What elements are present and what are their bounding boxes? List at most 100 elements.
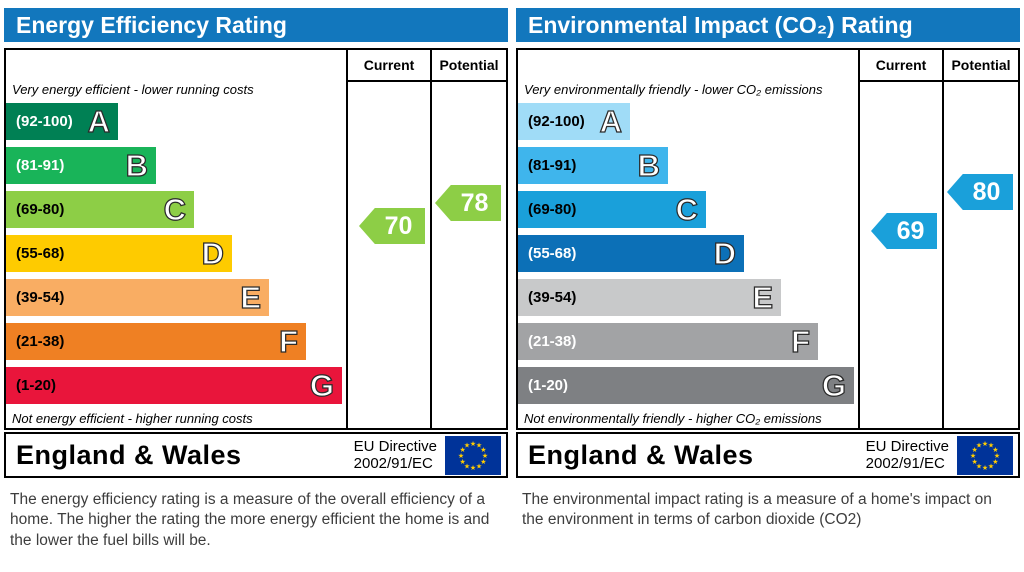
- band-letter: B: [637, 147, 661, 183]
- eu-flag-icon: ★★★ ★★★ ★★★ ★ ★★: [445, 435, 501, 475]
- svg-text:★: ★: [459, 458, 465, 466]
- band-row-c: (69-80) C: [518, 190, 706, 228]
- svg-text:★: ★: [459, 446, 465, 454]
- band-row-d: (55-68) D: [6, 234, 232, 272]
- band-letter: E: [240, 279, 262, 315]
- band-letter: F: [278, 323, 298, 359]
- top-scale-note: Very energy efficient - lower running co…: [12, 82, 254, 97]
- environmental-rating-table: Very environmentally friendly - lower CO…: [516, 48, 1020, 430]
- svg-text:★: ★: [470, 464, 476, 472]
- band-row-e: (39-54) E: [518, 278, 781, 316]
- svg-text:★: ★: [971, 446, 977, 454]
- potential-body: 80: [944, 82, 1018, 428]
- eu-directive-label: EU Directive 2002/91/EC: [866, 438, 957, 472]
- band-range: (55-68): [528, 244, 577, 262]
- potential-header: Potential: [432, 50, 506, 82]
- svg-text:★: ★: [976, 462, 982, 470]
- energy-efficiency-panel: Energy Efficiency Rating Very energy eff…: [4, 4, 508, 551]
- band-range: (39-54): [16, 288, 65, 306]
- environmental-panel-title: Environmental Impact (CO₂) Rating: [516, 8, 1020, 42]
- energy-description: The energy efficiency rating is a measur…: [10, 491, 490, 549]
- band-letter: E: [752, 279, 774, 315]
- eu-directive-line1: EU Directive: [353, 438, 437, 455]
- band-row-e: (39-54) E: [6, 278, 269, 316]
- band-row-b: (81-91) B: [6, 146, 156, 184]
- band-range: (55-68): [16, 244, 65, 262]
- band-row-g: (1-20) G: [6, 366, 342, 404]
- svg-text:★: ★: [482, 452, 488, 460]
- potential-rating-arrow: 80: [947, 174, 1013, 210]
- band-letter: G: [309, 367, 334, 403]
- region-label: England & Wales: [528, 439, 754, 470]
- svg-text:★: ★: [480, 458, 486, 466]
- energy-panel-title: Energy Efficiency Rating: [4, 8, 508, 42]
- svg-text:★: ★: [988, 441, 994, 449]
- band-range: (69-80): [16, 200, 65, 218]
- potential-column: Potential 80: [942, 50, 1018, 428]
- svg-text:★: ★: [480, 446, 486, 454]
- potential-column: Potential 78: [430, 50, 506, 428]
- svg-text:★: ★: [476, 441, 482, 449]
- band-range: (92-100): [528, 112, 585, 130]
- bottom-scale-note: Not environmentally friendly - higher CO…: [524, 410, 822, 426]
- band-letter: C: [163, 191, 187, 227]
- band-range: (92-100): [16, 112, 73, 130]
- svg-text:★: ★: [982, 440, 988, 448]
- band-letter: F: [790, 323, 810, 359]
- band-range: (81-91): [528, 156, 577, 174]
- svg-text:★: ★: [994, 452, 1000, 460]
- band-row-b: (81-91) B: [518, 146, 668, 184]
- band-letter: G: [821, 367, 846, 403]
- band-range: (1-20): [16, 376, 57, 394]
- band-row-g: (1-20) G: [518, 366, 854, 404]
- band-range: (1-20): [528, 376, 569, 394]
- band-range: (39-54): [528, 288, 577, 306]
- band-row-a: (92-100) A: [518, 102, 630, 140]
- svg-text:★: ★: [476, 462, 482, 470]
- svg-text:★: ★: [971, 458, 977, 466]
- band-letter: B: [125, 147, 149, 183]
- band-letter: D: [201, 235, 225, 271]
- svg-text:★: ★: [470, 440, 476, 448]
- band-row-f: (21-38) F: [6, 322, 306, 360]
- top-scale-note: Very environmentally friendly - lower CO…: [524, 82, 823, 97]
- band-row-f: (21-38) F: [518, 322, 818, 360]
- current-header: Current: [348, 50, 430, 82]
- bottom-scale-note: Not energy efficient - higher running co…: [12, 410, 253, 426]
- band-column: Very environmentally friendly - lower CO…: [518, 50, 858, 428]
- svg-text:★: ★: [464, 462, 470, 470]
- environmental-description: The environmental impact rating is a mea…: [522, 491, 992, 529]
- current-column: Current 70: [346, 50, 430, 428]
- current-column: Current 69: [858, 50, 942, 428]
- band-range: (21-38): [528, 332, 577, 350]
- band-letter: D: [713, 235, 737, 271]
- potential-header: Potential: [944, 50, 1018, 82]
- svg-text:★: ★: [976, 441, 982, 449]
- band-range: (69-80): [528, 200, 577, 218]
- svg-text:★: ★: [458, 452, 464, 460]
- svg-text:★: ★: [982, 464, 988, 472]
- current-body: 69: [860, 82, 942, 428]
- band-column: Very energy efficient - lower running co…: [6, 50, 346, 428]
- band-row-d: (55-68) D: [518, 234, 744, 272]
- current-body: 70: [348, 82, 430, 428]
- svg-text:★: ★: [992, 446, 998, 454]
- svg-text:★: ★: [992, 458, 998, 466]
- environmental-footer: England & Wales EU Directive 2002/91/EC …: [516, 432, 1020, 478]
- svg-text:★: ★: [970, 452, 976, 460]
- eu-directive-label: EU Directive 2002/91/EC: [354, 438, 445, 472]
- eu-directive-line1: EU Directive: [865, 438, 949, 455]
- band-letter: C: [675, 191, 699, 227]
- current-header: Current: [860, 50, 942, 82]
- environmental-impact-panel: Environmental Impact (CO₂) Rating Very e…: [516, 4, 1020, 551]
- potential-rating-arrow: 78: [435, 185, 501, 221]
- eu-flag-icon: ★★★ ★★★ ★★★ ★ ★★: [957, 435, 1013, 475]
- band-range: (81-91): [16, 156, 65, 174]
- svg-text:★: ★: [988, 462, 994, 470]
- energy-footer: England & Wales EU Directive 2002/91/EC …: [4, 432, 508, 478]
- band-letter: A: [599, 103, 623, 139]
- band-range: (21-38): [16, 332, 65, 350]
- band-row-a: (92-100) A: [6, 102, 118, 140]
- energy-rating-table: Very energy efficient - lower running co…: [4, 48, 508, 430]
- eu-directive-line2: 2002/91/EC: [865, 455, 945, 472]
